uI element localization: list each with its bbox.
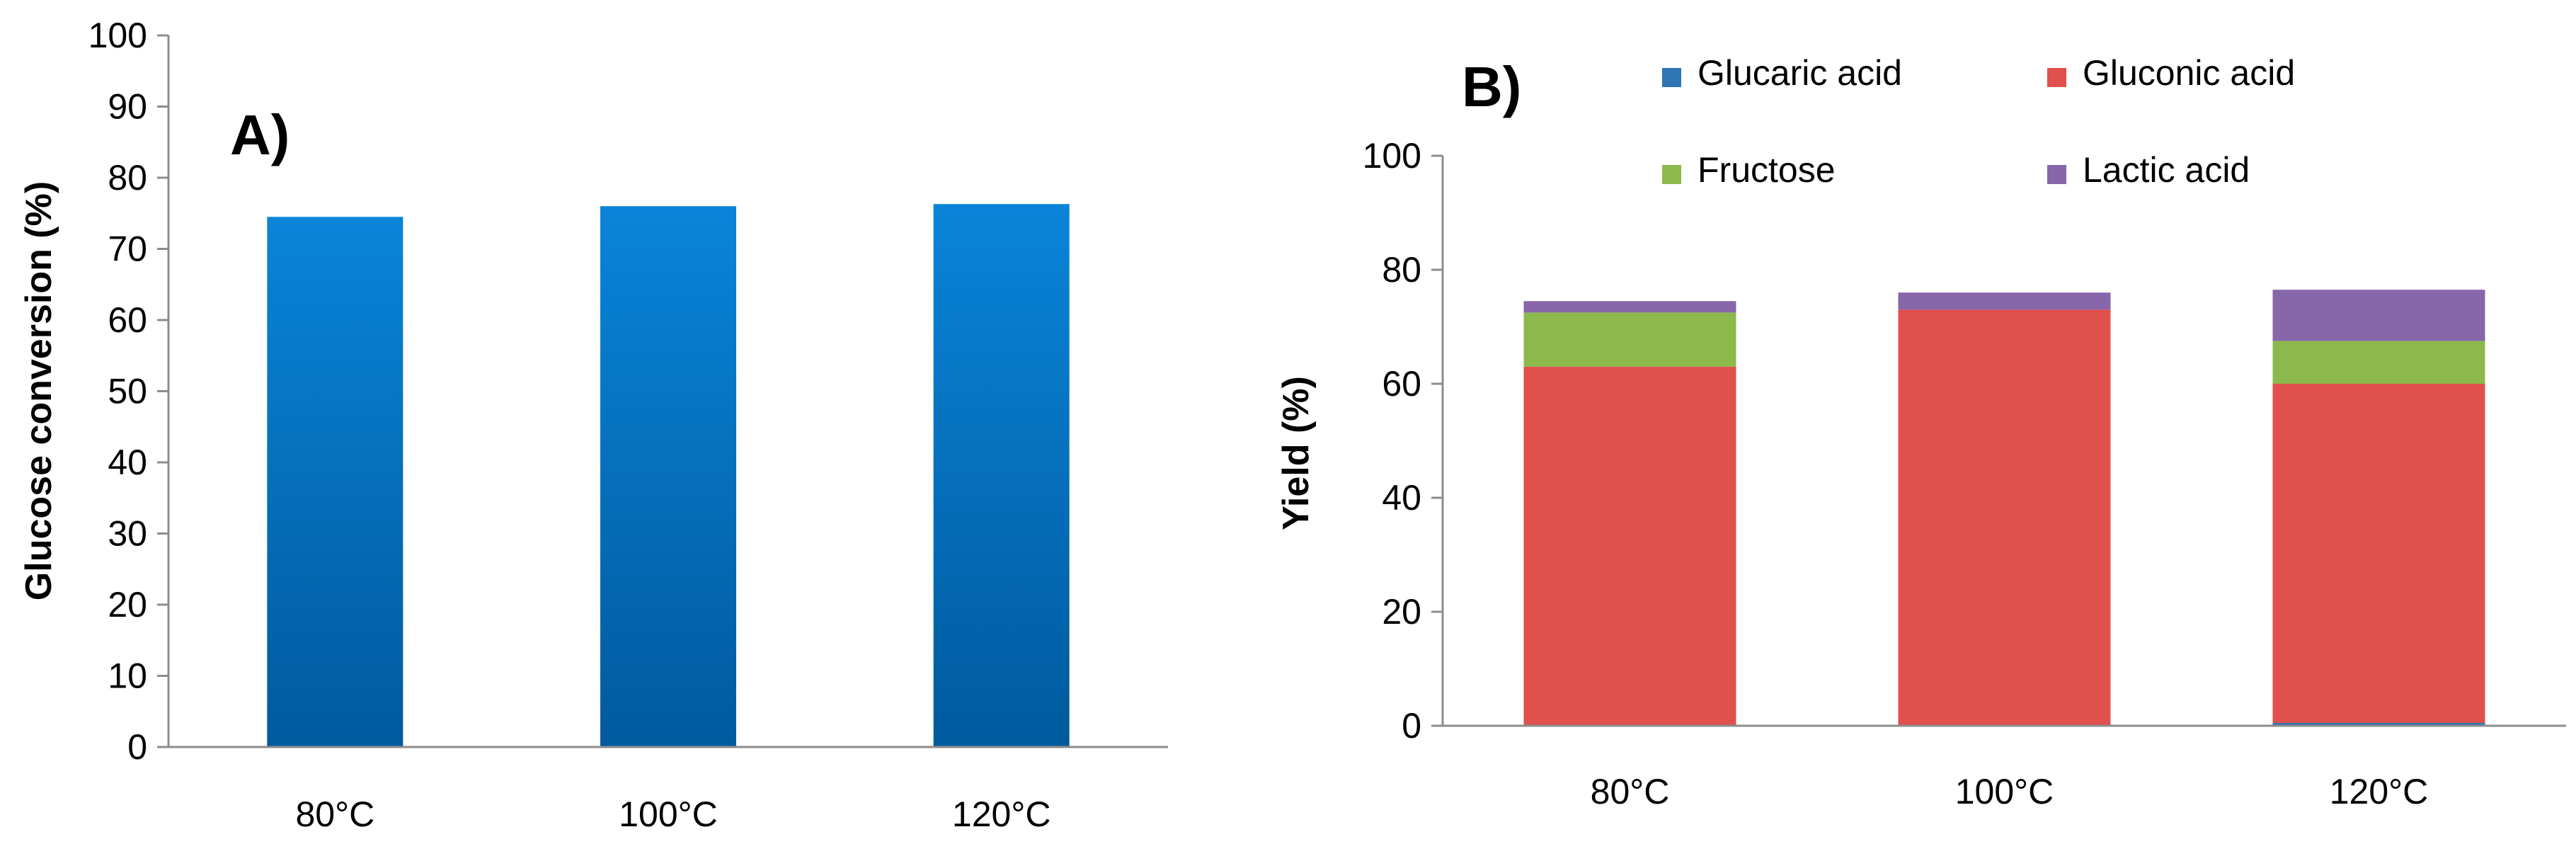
chart-b-x-tick-label: 120°C xyxy=(2330,772,2429,811)
chart-b-y-tick-label: 100 xyxy=(1363,136,1421,176)
chart-a-panel-label: A) xyxy=(230,103,290,166)
chart-b-x-ticks: 80°C 100°C 120°C xyxy=(1591,772,2429,811)
chart-a-bar xyxy=(267,217,403,747)
chart-b-panel-label: B) xyxy=(1462,55,1521,118)
chart-a-y-tick-label: 30 xyxy=(108,514,147,554)
legend-swatch xyxy=(1662,165,1681,184)
chart-b-x-tick-label: 100°C xyxy=(1955,772,2054,811)
chart-b-y-tick-label: 80 xyxy=(1382,250,1421,290)
chart-b-bar-segment-lactic-acid xyxy=(1523,301,1736,313)
chart-b: 0 20 40 60 80 100 80°C 100°C 120°C B) Yield (%)… xyxy=(1276,53,2566,811)
chart-a: 0 10 20 30 40 50 60 70 80 90 100 80°C 100°C 120°C A)… xyxy=(18,16,1168,834)
legend-label: Gluconic acid xyxy=(2083,53,2295,93)
legend-swatch xyxy=(2047,165,2066,184)
chart-a-y-tick-label: 80 xyxy=(108,158,147,198)
chart-b-y-tick-label: 20 xyxy=(1382,592,1421,632)
chart-b-bar-segment-fructose xyxy=(2272,341,2485,384)
chart-a-bar xyxy=(600,206,737,747)
chart-b-bar-segment-gluconic-acid xyxy=(2272,384,2485,723)
chart-b-y-axis-label: Yield (%) xyxy=(1276,376,1317,530)
chart-b-bar-segment-lactic-acid xyxy=(1898,292,2111,310)
chart-b-y-tick-label: 60 xyxy=(1382,364,1421,404)
chart-b-bar-segment-lactic-acid xyxy=(2272,290,2485,341)
chart-b-bar-segment-glucaric-acid xyxy=(2272,722,2485,726)
chart-b-bars xyxy=(1523,290,2485,726)
chart-b-y-ticks: 0 20 40 60 80 100 xyxy=(1363,136,1443,746)
chart-b-x-tick-label: 80°C xyxy=(1591,772,1670,811)
chart-a-x-tick-label: 100°C xyxy=(619,794,718,834)
legend-label: Glucaric acid xyxy=(1698,53,1902,93)
chart-a-x-tick-label: 80°C xyxy=(295,794,374,834)
chart-a-y-tick-label: 70 xyxy=(108,229,147,269)
chart-a-bar xyxy=(933,204,1070,747)
chart-b-y-tick-label: 40 xyxy=(1382,478,1421,518)
chart-b-bar-segment-gluconic-acid xyxy=(1898,309,2111,726)
legend-swatch xyxy=(2047,68,2066,87)
chart-a-x-tick-label: 120°C xyxy=(952,794,1051,834)
chart-a-y-ticks: 0 10 20 30 40 50 60 70 80 90 100 xyxy=(88,16,168,767)
chart-a-y-tick-label: 100 xyxy=(88,16,147,55)
chart-a-y-tick-label: 90 xyxy=(108,87,147,127)
legend-label: Lactic acid xyxy=(2083,150,2250,190)
chart-a-bars xyxy=(267,204,1070,747)
legend-swatch xyxy=(1662,68,1681,87)
chart-a-y-tick-label: 40 xyxy=(108,443,147,482)
chart-b-legend: Glucaric acid Gluconic acid Fructose Lactic… xyxy=(1662,53,2295,190)
chart-a-y-tick-label: 0 xyxy=(127,727,147,767)
chart-a-y-tick-label: 60 xyxy=(108,300,147,340)
legend-label: Fructose xyxy=(1698,150,1836,190)
chart-b-y-tick-label: 0 xyxy=(1402,706,1421,746)
chart-b-bar-segment-fructose xyxy=(1523,312,1736,367)
chart-a-y-axis-label: Glucose conversion (%) xyxy=(18,181,59,600)
chart-a-y-tick-label: 20 xyxy=(108,585,147,625)
chart-a-y-tick-label: 10 xyxy=(108,656,147,696)
chart-b-bar-segment-gluconic-acid xyxy=(1523,366,1736,726)
chart-a-x-ticks: 80°C 100°C 120°C xyxy=(295,794,1051,834)
chart-a-y-tick-label: 50 xyxy=(108,372,147,411)
